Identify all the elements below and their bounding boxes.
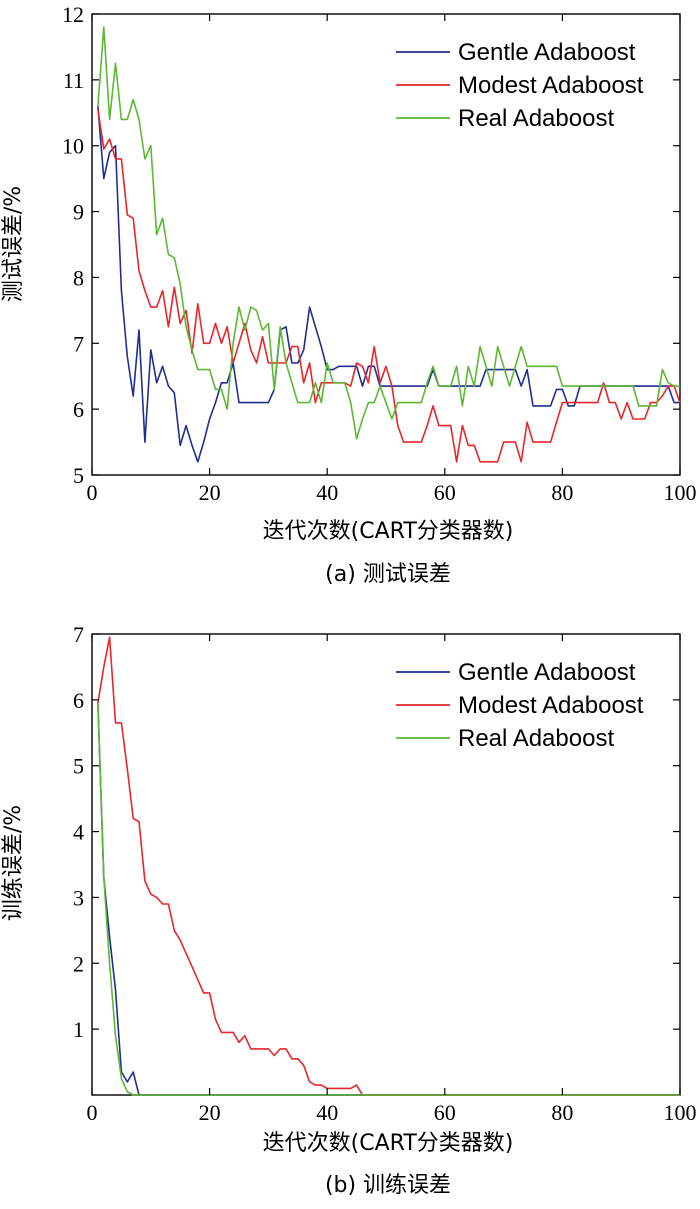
series-line-modest-adaboost xyxy=(97,636,680,1096)
y-tick-label: 7 xyxy=(73,622,84,647)
y-axis-label: 训练误差/% xyxy=(1,805,26,921)
series-line-real-adaboost xyxy=(97,703,680,1096)
x-ticks: 0 20 40 60 80 100 xyxy=(87,634,697,1125)
x-axis-label: 迭代次数(CART分类器数) xyxy=(263,1131,514,1156)
y-tick-label: 3 xyxy=(73,885,84,910)
panel-caption: (a) 测试误差 xyxy=(325,562,451,587)
legend-label: Real Adaboost xyxy=(458,725,614,752)
x-tick-label: 80 xyxy=(551,1100,573,1125)
y-tick-label: 2 xyxy=(73,951,84,976)
y-tick-label: 4 xyxy=(73,820,84,845)
legend-label: Modest Adaboost xyxy=(458,72,644,99)
x-tick-label: 40 xyxy=(316,1100,338,1125)
series-line-real-adaboost xyxy=(97,26,680,440)
x-tick-label: 80 xyxy=(551,480,573,505)
series-lines xyxy=(97,636,680,1096)
legend-label: Real Adaboost xyxy=(458,105,614,132)
y-axis-label: 测试误差/% xyxy=(1,186,26,302)
y-ticks: 5 6 7 8 9 10 11 12 xyxy=(62,2,680,488)
y-tick-label: 9 xyxy=(73,200,84,225)
legend-label: Gentle Adaboost xyxy=(458,39,636,66)
x-tick-label: 20 xyxy=(199,480,221,505)
x-ticks: 0 20 40 60 80 100 xyxy=(87,14,697,505)
x-tick-label: 100 xyxy=(664,1100,697,1125)
y-tick-label: 1 xyxy=(73,1017,84,1042)
x-tick-label: 20 xyxy=(199,1100,221,1125)
x-tick-label: 100 xyxy=(664,480,697,505)
plot-frame xyxy=(91,13,681,476)
y-tick-label: 11 xyxy=(63,68,84,93)
y-tick-label: 8 xyxy=(73,265,84,290)
y-tick-label: 6 xyxy=(73,688,84,713)
x-tick-label: 0 xyxy=(87,480,98,505)
y-tick-label: 10 xyxy=(62,134,84,159)
series-line-gentle-adaboost xyxy=(97,703,680,1096)
x-tick-label: 0 xyxy=(87,1100,98,1125)
series-line-modest-adaboost xyxy=(97,109,681,463)
series-lines xyxy=(97,26,681,463)
y-tick-label: 5 xyxy=(73,463,84,488)
legend: Gentle Adaboost Modest Adaboost Real Adabo… xyxy=(396,659,644,752)
x-axis-label: 迭代次数(CART分类器数) xyxy=(263,519,514,544)
y-tick-label: 6 xyxy=(73,397,84,422)
x-tick-label: 60 xyxy=(434,1100,456,1125)
legend-label: Gentle Adaboost xyxy=(458,659,636,686)
panel-a: 0 20 40 60 80 100 5 6 7 8 9 10 11 12 Gentle Adaboost… xyxy=(1,2,697,587)
legend: Gentle Adaboost Modest Adaboost Real Adabo… xyxy=(396,39,644,132)
y-tick-label: 7 xyxy=(73,331,84,356)
y-ticks: 1 2 3 4 5 6 7 xyxy=(73,622,680,1042)
y-tick-label: 5 xyxy=(73,754,84,779)
x-tick-label: 60 xyxy=(434,480,456,505)
panel-b: 0 20 40 60 80 100 1 2 3 4 5 6 7 Gentle Adaboost Mode… xyxy=(1,622,697,1198)
x-tick-label: 40 xyxy=(316,480,338,505)
panel-caption: (b) 训练误差 xyxy=(325,1173,451,1198)
legend-label: Modest Adaboost xyxy=(458,692,644,719)
y-tick-label: 12 xyxy=(62,2,84,27)
